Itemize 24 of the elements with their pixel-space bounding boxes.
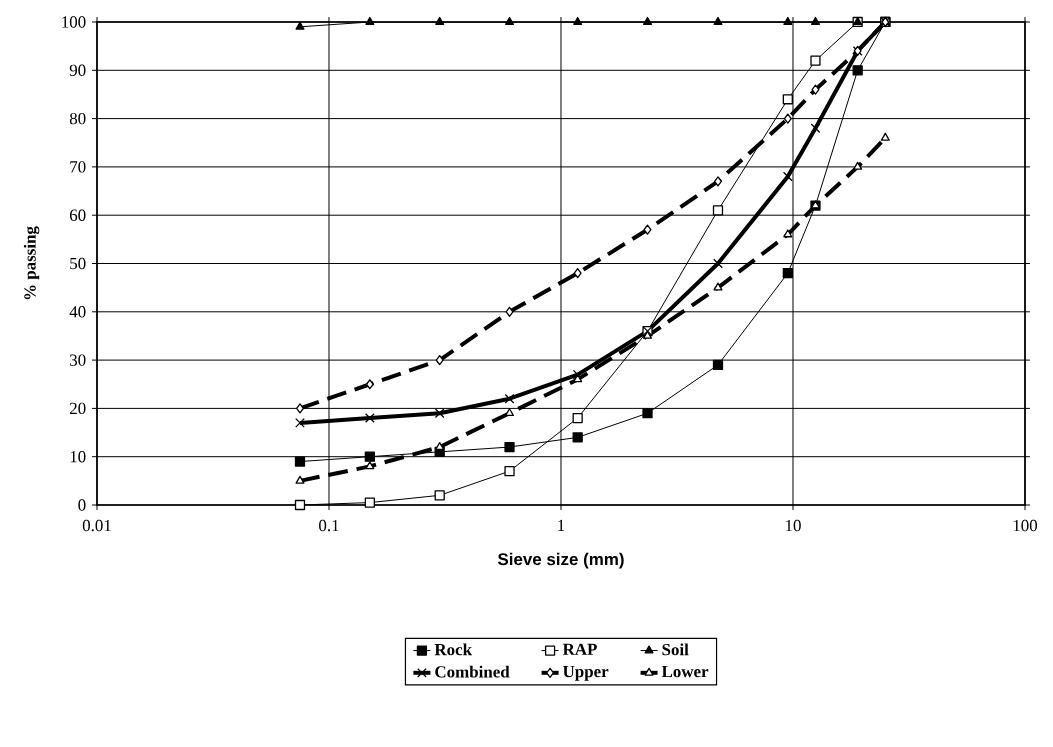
y-tick-label: 100	[62, 16, 86, 28]
legend-label: RAP	[562, 643, 597, 655]
x-tick-label: 100	[1013, 519, 1038, 532]
y-tick-label: 40	[69, 306, 86, 318]
y-tick-label: 90	[69, 64, 86, 77]
legend-label: Soil	[662, 643, 689, 656]
x-tick-label: 0.1	[319, 519, 339, 532]
legend-label: Rock	[434, 643, 473, 656]
x-tick-label: 0.01	[82, 519, 111, 532]
y-tick-label: 10	[70, 450, 86, 463]
legend-label: Combined	[435, 665, 510, 678]
y-tick-label: 20	[69, 402, 86, 415]
legend-label: Upper	[562, 665, 609, 681]
x-tick-label: 1	[558, 519, 565, 531]
legend-label: Lower	[661, 665, 709, 678]
y-tick-label: 70	[70, 161, 86, 173]
y-tick-label: 60	[69, 209, 86, 221]
y-axis-title: % passing	[23, 226, 40, 300]
y-tick-label: 50	[70, 257, 86, 270]
y-tick-label: 30	[70, 354, 86, 366]
y-tick-label: 80	[69, 112, 86, 125]
x-axis-title: Sieve size (mm)	[497, 552, 624, 569]
y-tick-label: 0	[78, 499, 86, 511]
x-tick-label: 10	[786, 519, 801, 532]
